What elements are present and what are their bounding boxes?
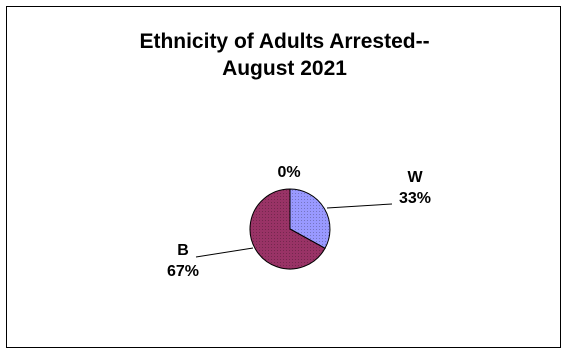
slice-label-w-value: 33%: [399, 190, 431, 207]
chart-title-line-1: Ethnicity of Adults Arrested--: [139, 30, 430, 53]
leader-line-b: [195, 247, 254, 258]
chart-frame: [6, 6, 561, 348]
pie-slice-texture-w: [290, 189, 330, 249]
slice-label-b-value: 67%: [167, 263, 199, 280]
pie-slices: [249, 188, 331, 270]
slice-label-zero-value: 0%: [277, 164, 300, 181]
pie-slice-texture-b: [249, 189, 326, 269]
slice-label-b-category: B: [177, 242, 189, 259]
chart-title: Ethnicity of Adults Arrested-- August 20…: [0, 28, 569, 82]
leader-line-w: [326, 203, 393, 209]
chart-title-line-2: August 2021: [222, 57, 347, 80]
slice-label-w-category: W: [407, 169, 423, 186]
